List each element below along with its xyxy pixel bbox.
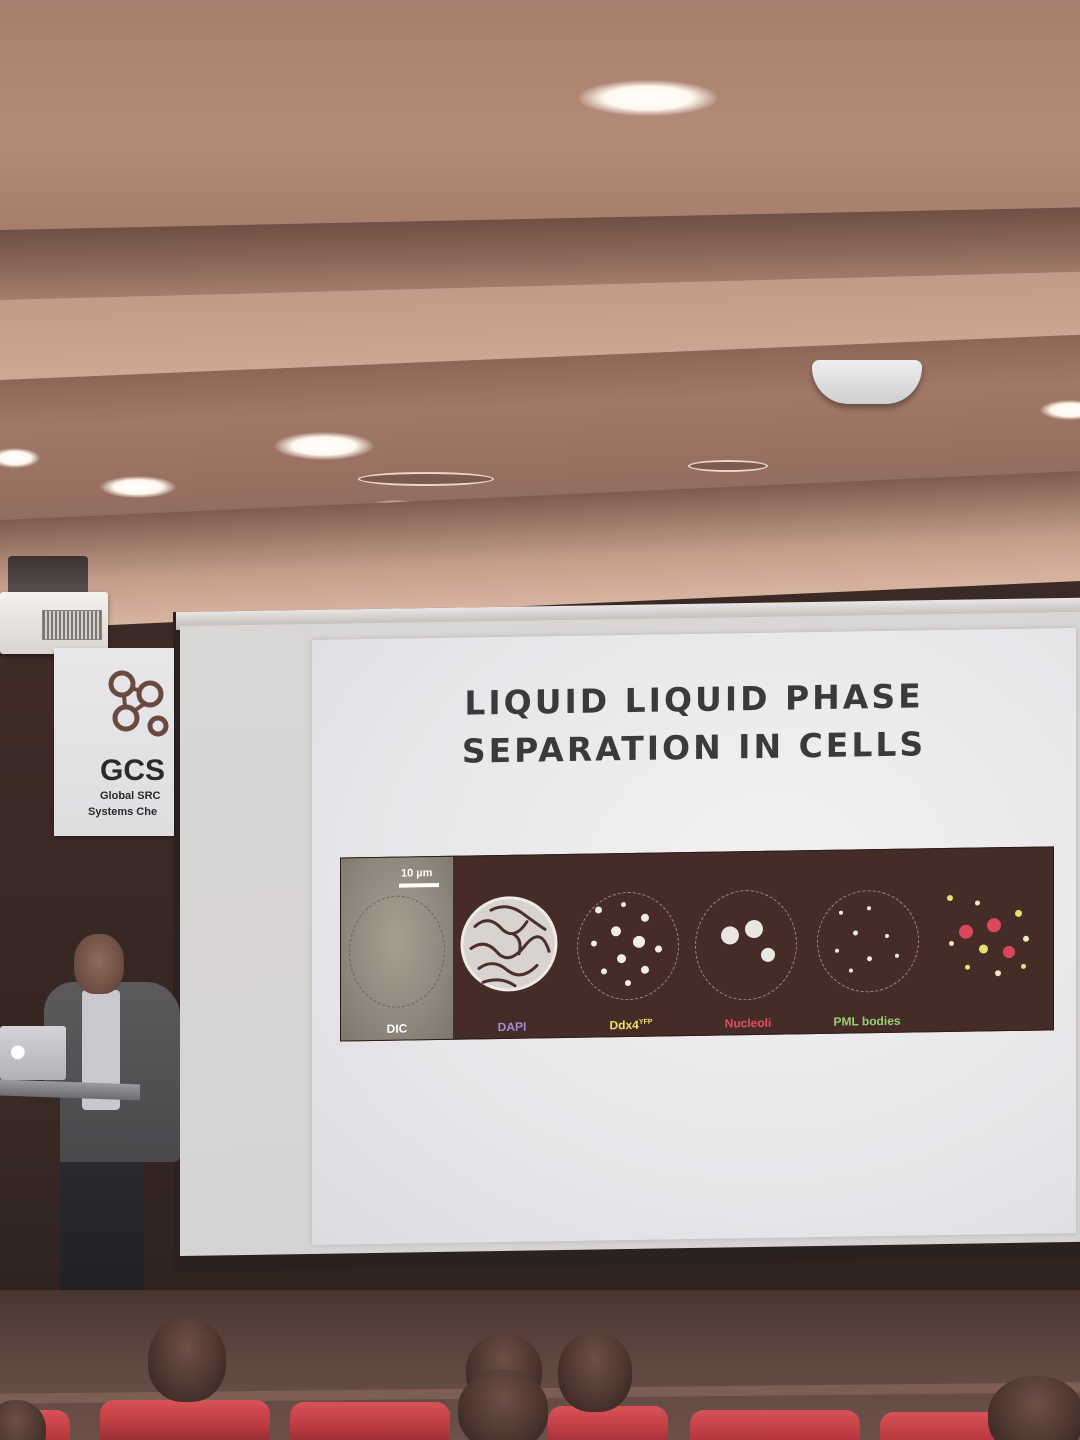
apple-logo-icon: ● (10, 1041, 26, 1062)
microscopy-figure: 10 µm DIC (340, 846, 1054, 1042)
dapi-nucleus-image (460, 896, 558, 992)
ceiling-light (100, 476, 176, 498)
pml-body (885, 933, 889, 938)
slide-title: LIQUID LIQUID PHASE SEPARATION IN CELLS (312, 670, 1076, 778)
panel-label-ddx4: Ddx4YFP (571, 1017, 691, 1033)
laptop: ● (0, 1026, 66, 1080)
merge-dot (947, 894, 953, 902)
ceiling-vent (358, 472, 494, 486)
audience-seat (880, 1412, 1000, 1440)
ceiling-light (1040, 400, 1080, 420)
panel-label-pml: PML bodies (833, 1013, 901, 1029)
merge-dot (987, 918, 1001, 933)
condensate-dot (621, 902, 626, 908)
ceiling-speaker (812, 360, 922, 404)
cell-outline (817, 889, 919, 994)
merge-dot (975, 900, 980, 906)
ceiling-vent (688, 460, 768, 472)
ceiling-light (578, 80, 718, 116)
nucleoli-panel: Nucleoli (691, 851, 805, 1035)
merge-dot (959, 924, 973, 939)
banner-title: GCS (100, 754, 166, 787)
condensate-dot (591, 940, 597, 947)
cell-outline (349, 894, 445, 1009)
merge-dot (1023, 935, 1029, 942)
merge-dot (1015, 909, 1022, 917)
condensate-dot (625, 979, 631, 987)
ddx4-label: Ddx4 (609, 1017, 639, 1033)
merge-dot (1003, 945, 1015, 959)
panel-label-dic: DIC (386, 1021, 408, 1036)
audience-seat (100, 1400, 270, 1440)
scale-bar (399, 883, 439, 888)
presentation-slide: LIQUID LIQUID PHASE SEPARATION IN CELLS … (312, 627, 1076, 1245)
merge-dot (995, 970, 1001, 977)
ddx4-panel: Ddx4YFP (571, 853, 691, 1037)
condensate-dot (601, 968, 607, 975)
dapi-panel: DAPI (453, 855, 571, 1039)
merge-dot (1021, 963, 1026, 969)
audience-head (558, 1332, 632, 1412)
merge-dot (965, 964, 970, 970)
event-banner: GCS Global SRC Systems Che (54, 648, 174, 836)
ceiling-light (274, 432, 374, 460)
merge-dot (979, 944, 988, 954)
audience-seat (290, 1402, 450, 1440)
condensate-dot (655, 945, 662, 953)
panel-label-nucleoli: Nucleoli (724, 1015, 772, 1031)
audience-head (458, 1370, 548, 1440)
ceiling-light (0, 448, 40, 468)
audience-seat (548, 1406, 668, 1440)
panel-label-dapi: DAPI (497, 1019, 527, 1035)
merge-dot (949, 940, 954, 946)
dic-panel: 10 µm DIC (341, 856, 453, 1041)
molecule-logo-icon (108, 670, 169, 737)
banner-subtitle-2: Systems Che (88, 806, 158, 818)
pml-body (895, 953, 899, 958)
projector-mount (8, 556, 88, 596)
ddx4-superscript: YFP (638, 1018, 653, 1026)
cell-outline (695, 889, 797, 1001)
audience-head (988, 1376, 1080, 1440)
ceiling (0, 0, 1080, 250)
pml-panel: PML bodies (805, 849, 929, 1033)
audience-seat (690, 1410, 860, 1440)
projector (0, 592, 108, 654)
banner-subtitle-1: Global SRC (100, 790, 161, 802)
audience-head (148, 1318, 226, 1402)
scale-bar-label: 10 µm (401, 867, 433, 880)
projector-grille (42, 610, 102, 640)
speaker-head (74, 934, 124, 994)
merge-panel (929, 847, 1053, 1031)
